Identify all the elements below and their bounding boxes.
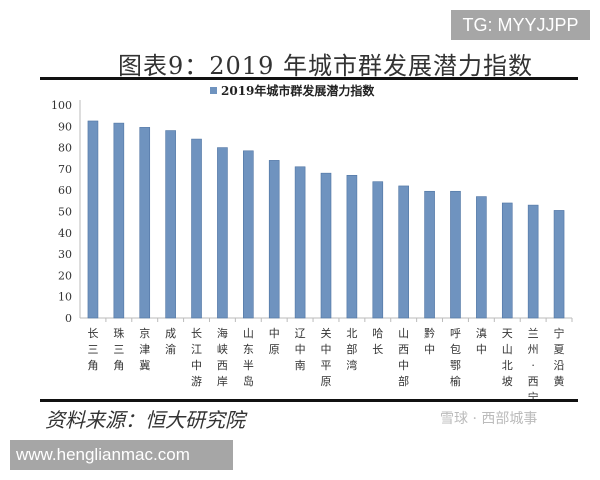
- figure-title: 图表9：2019 年城市群发展潜力指数: [118, 52, 533, 80]
- bar: [294, 166, 306, 319]
- x-tick-label: 黔中: [424, 326, 435, 356]
- y-tick-label: 80: [58, 142, 72, 155]
- bar: [191, 138, 202, 319]
- legend-swatch: [210, 87, 217, 94]
- bar: [346, 174, 358, 319]
- bar: [113, 122, 125, 319]
- bar: [424, 190, 435, 319]
- x-tick-label: 海峡西岸: [217, 326, 228, 388]
- bar: [217, 147, 228, 319]
- bar: [320, 172, 332, 319]
- bar: [372, 181, 384, 319]
- x-tick-label: 辽中南: [295, 327, 306, 372]
- legend-label: 2019年城市群发展潜力指数: [221, 83, 375, 98]
- bar-chart: 2019年城市群发展潜力指数 0 10 20 30 40 50 60 70 80 90 100 长三角 珠…: [51, 83, 573, 400]
- x-tick-label: 兰州·西宁: [528, 327, 539, 400]
- x-tick-label: 天山北坡: [502, 327, 513, 388]
- title-rule: [40, 77, 578, 80]
- bar: [501, 202, 513, 319]
- x-tick-label: 北部湾: [346, 327, 357, 372]
- x-tick-label: 山西中部: [398, 327, 409, 388]
- x-tick-label: 山东半岛: [243, 327, 254, 388]
- bar: [553, 210, 565, 319]
- footer-rule: [40, 399, 578, 402]
- y-tick-label: 0: [65, 312, 72, 325]
- x-tick-label: 京津冀: [139, 326, 150, 372]
- y-tick-label: 90: [58, 120, 72, 133]
- y-tick-label: 100: [51, 99, 72, 112]
- y-tick-label: 10: [58, 291, 72, 304]
- y-tick-label: 40: [58, 227, 72, 240]
- x-tick-label: 中原: [269, 327, 280, 356]
- y-tick-label: 30: [58, 248, 72, 261]
- x-tick-label: 滇中: [476, 326, 487, 356]
- x-tick-label: 珠三角: [113, 326, 124, 372]
- bar: [139, 127, 151, 319]
- url-watermark-label: www.henglianmac.com: [10, 440, 233, 470]
- y-tick-label: 20: [58, 269, 72, 282]
- bar: [476, 196, 487, 319]
- bar: [165, 130, 176, 319]
- x-tick-label: 宁夏沿黄: [554, 326, 565, 388]
- site-watermark: 雪球 · 西部城事: [440, 411, 538, 427]
- x-tick-label: 长三角: [87, 327, 98, 372]
- y-tick-label: 70: [58, 163, 72, 176]
- y-tick-label: 50: [58, 206, 72, 219]
- bar: [450, 190, 461, 319]
- x-tick-label: 长江中游: [191, 327, 202, 388]
- bar: [527, 204, 539, 319]
- x-tick-label: 哈长: [372, 327, 383, 356]
- x-tick-label: 关中平原: [321, 326, 332, 388]
- x-tick-label: 呼包鄂榆: [450, 327, 461, 388]
- y-tick-label: 60: [58, 184, 72, 197]
- bar: [398, 185, 409, 319]
- bar: [243, 150, 254, 319]
- bar: [87, 120, 99, 319]
- bar: [268, 160, 280, 319]
- source-note: 资料来源：恒大研究院: [45, 408, 245, 432]
- x-tick-label: 成渝: [165, 327, 176, 356]
- tg-watermark-label: TG: MYYJJPP: [451, 10, 590, 40]
